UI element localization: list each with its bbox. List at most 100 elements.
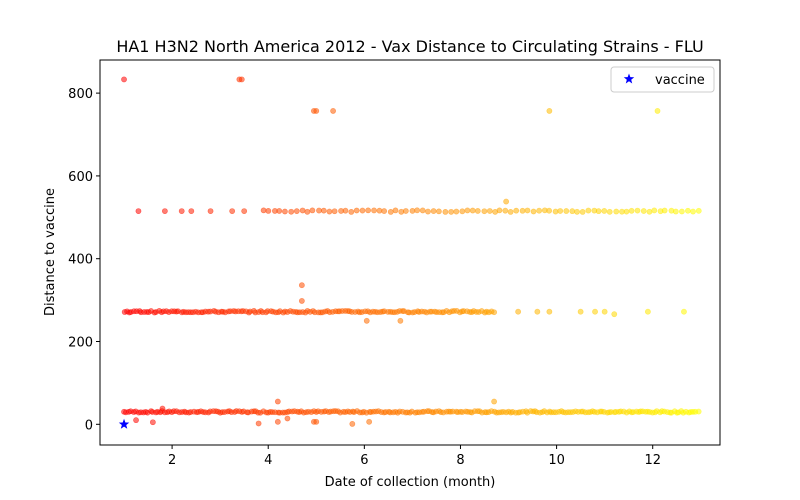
- data-point: [241, 208, 248, 215]
- data-point: [503, 198, 510, 205]
- data-point: [159, 405, 166, 412]
- y-tick-label: 0: [85, 418, 93, 433]
- data-point: [149, 419, 156, 426]
- data-point: [381, 208, 388, 214]
- x-tick-label: 4: [264, 453, 272, 468]
- data-point: [585, 207, 592, 214]
- data-point: [678, 208, 685, 215]
- y-tick-label: 400: [68, 253, 93, 268]
- data-point: [298, 298, 305, 304]
- x-tick-label: 10: [548, 453, 565, 468]
- data-point: [284, 415, 291, 422]
- data-point: [363, 317, 370, 324]
- data-point: [557, 208, 564, 214]
- data-point: [601, 208, 608, 214]
- data-point: [313, 418, 320, 425]
- data-point: [606, 208, 613, 215]
- data-point: [229, 208, 236, 215]
- data-point: [331, 208, 338, 215]
- data-point: [534, 308, 541, 315]
- data-point: [464, 207, 471, 214]
- data-point: [681, 308, 687, 315]
- y-axis-ticks: 0 200 400 600 800: [68, 87, 100, 433]
- data-point: [274, 398, 281, 405]
- legend: vaccine: [610, 66, 715, 93]
- y-tick-label: 800: [68, 87, 93, 102]
- plot-frame: [99, 59, 721, 446]
- data-point: [282, 208, 288, 215]
- data-point: [442, 208, 449, 215]
- data-point: [121, 76, 127, 83]
- data-point: [519, 207, 526, 214]
- vaccine-point: [118, 418, 130, 429]
- data-point: [359, 207, 366, 214]
- data-point: [459, 208, 466, 215]
- data-point: [654, 108, 661, 114]
- x-axis-label: Date of collection (month): [325, 475, 496, 490]
- data-point: [316, 207, 322, 214]
- data-point: [309, 207, 316, 214]
- data-point: [628, 207, 635, 214]
- data-point: [592, 308, 598, 315]
- y-tick-label: 200: [68, 336, 93, 351]
- data-point: [536, 207, 543, 214]
- data-point: [524, 207, 531, 214]
- legend-label-vaccine: vaccine: [655, 73, 705, 88]
- legend-box: [610, 66, 715, 93]
- data-point: [486, 208, 493, 214]
- data-point: [496, 207, 503, 214]
- x-tick-label: 8: [456, 453, 464, 468]
- data-point: [563, 208, 570, 214]
- data-point: [392, 207, 399, 214]
- data-point: [330, 108, 337, 114]
- data-point: [402, 208, 409, 214]
- x-axis-ticks: 2 4 6 8 10 12: [168, 445, 661, 468]
- chart-title: HA1 H3N2 North America 2012 - Vax Distan…: [116, 37, 703, 56]
- data-point: [453, 208, 460, 215]
- data-point: [491, 398, 498, 405]
- data-point: [326, 208, 333, 215]
- data-point: [397, 317, 404, 324]
- data-point: [260, 207, 267, 214]
- data-point: [425, 208, 431, 215]
- data-point: [613, 208, 620, 215]
- data-point: [348, 208, 355, 215]
- data-point: [574, 208, 580, 215]
- data-point: [634, 207, 641, 214]
- data-point: [133, 417, 139, 424]
- data-point: [238, 76, 245, 83]
- data-point: [414, 207, 421, 214]
- data-point: [135, 208, 142, 215]
- data-point: [276, 208, 283, 214]
- data-point: [255, 420, 262, 427]
- data-point: [419, 207, 426, 214]
- data-point: [481, 208, 488, 215]
- x-tick-label: 12: [644, 453, 661, 468]
- data-point: [474, 208, 481, 214]
- data-point: [304, 208, 311, 215]
- data-point: [546, 108, 553, 114]
- data-point: [366, 418, 373, 425]
- data-point: [685, 207, 691, 214]
- data-point: [430, 208, 437, 214]
- data-point: [530, 208, 537, 215]
- data-point: [672, 208, 679, 215]
- data-point: [569, 208, 576, 215]
- data-point: [298, 282, 305, 289]
- data-point: [313, 108, 320, 114]
- data-point: [645, 308, 651, 315]
- data-point: [161, 208, 168, 215]
- data-point: [491, 309, 498, 316]
- data-point: [320, 207, 327, 214]
- data-point: [448, 208, 455, 215]
- data-point: [515, 308, 522, 315]
- data-point: [595, 208, 602, 215]
- data-point: [293, 208, 300, 215]
- data-point: [577, 308, 584, 315]
- data-point: [695, 408, 702, 415]
- data-point: [507, 209, 514, 215]
- data-point: [502, 207, 509, 214]
- data-point: [546, 308, 553, 315]
- data-point: [342, 207, 349, 214]
